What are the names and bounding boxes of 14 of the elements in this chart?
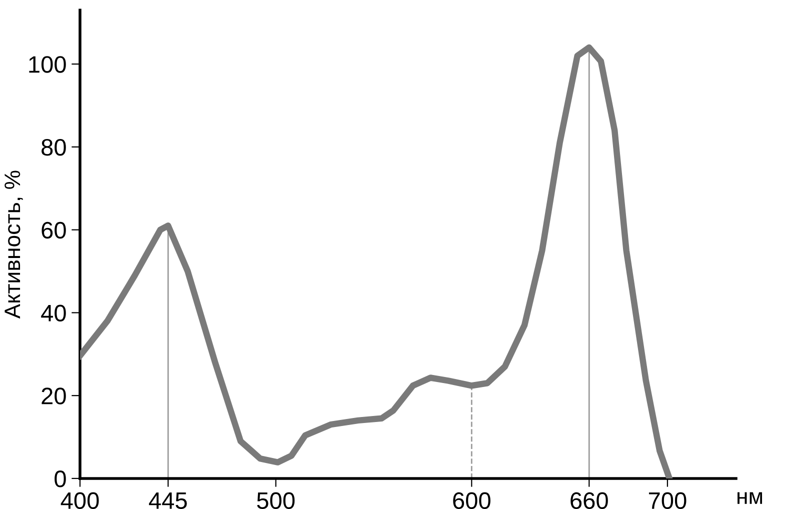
y-tick-label: 80 xyxy=(42,139,66,156)
x-tick-label: 660 xyxy=(570,492,608,509)
x-tick-label: 445 xyxy=(148,492,187,509)
x-tick-label: 400 xyxy=(60,492,99,509)
x-tick-label: 600 xyxy=(453,492,490,509)
y-tick-label: 20 xyxy=(42,388,66,404)
x-tick-label: 700 xyxy=(648,492,686,509)
x-tick-label: 500 xyxy=(257,492,295,509)
y-tick-label: 40 xyxy=(41,304,66,322)
y-tick-label: 60 xyxy=(42,222,66,239)
y-tick-label: 0 xyxy=(54,470,66,488)
x-axis-title: нм xyxy=(738,492,762,504)
y-axis-title: Активность, % xyxy=(4,170,23,319)
y-tick-label: 100 xyxy=(29,56,66,73)
